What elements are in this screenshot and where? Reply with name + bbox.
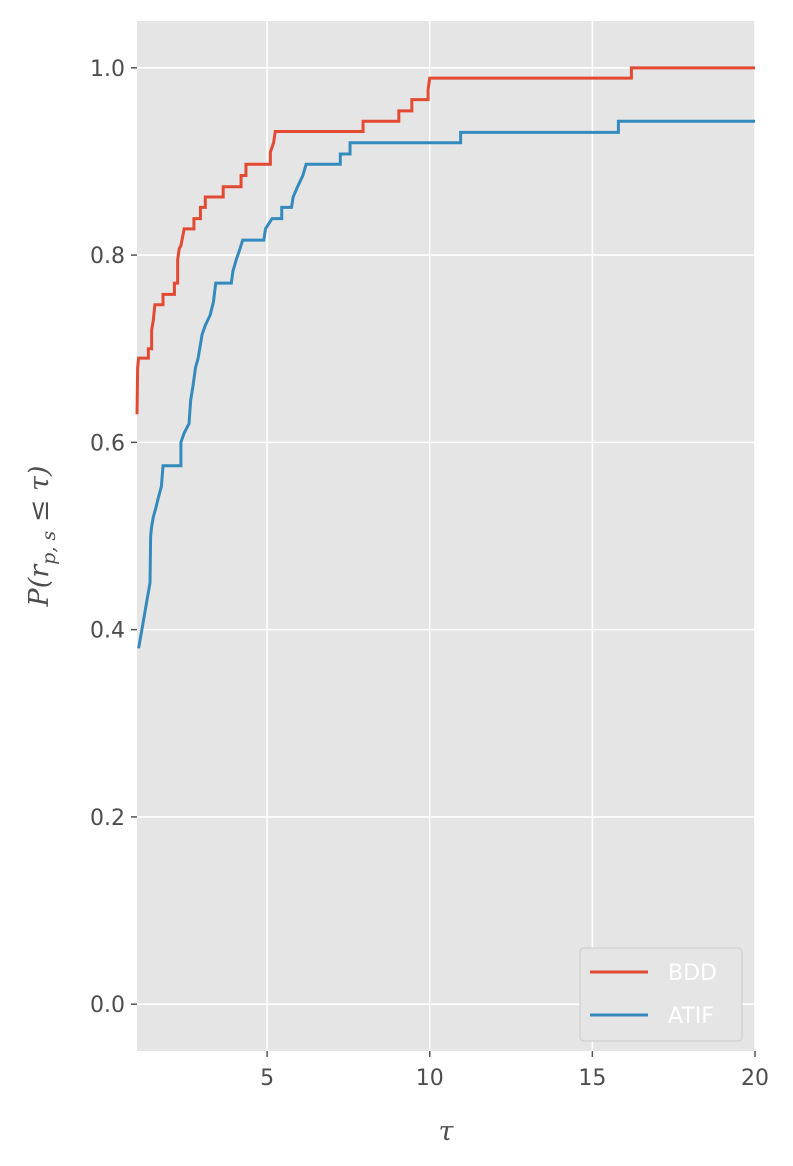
- y-tick-label: 0.6: [90, 431, 125, 456]
- x-tick-label: 5: [260, 1066, 274, 1091]
- x-axis-label: τ: [439, 1116, 455, 1147]
- y-tick-label: 1.0: [90, 57, 125, 82]
- y-tick-label: 0.4: [90, 619, 125, 644]
- legend-label-atif: ATIF: [668, 1004, 714, 1029]
- legend-label-bdd: BDD: [668, 961, 717, 986]
- y-tick-label: 0.2: [90, 806, 125, 831]
- ticks: 5 10 15 20 0.0 0.2 0.4 0.6 0.8 1.0: [90, 57, 769, 1091]
- series-line-bdd: [135, 66, 755, 415]
- y-tick-label: 0.8: [90, 244, 125, 269]
- plot-background: [137, 21, 755, 1051]
- x-tick-label: 15: [578, 1066, 606, 1091]
- y-tick-label: 0.0: [90, 993, 125, 1018]
- legend-box: [579, 947, 743, 1042]
- series-layer: [135, 66, 755, 649]
- x-tick-label: 20: [741, 1066, 769, 1091]
- series-line-atif: [137, 119, 755, 649]
- x-tick-label: 10: [416, 1066, 444, 1091]
- legend: BDD ATIF: [579, 947, 743, 1042]
- y-axis-label: P(rp, s ≤ τ): [24, 466, 60, 608]
